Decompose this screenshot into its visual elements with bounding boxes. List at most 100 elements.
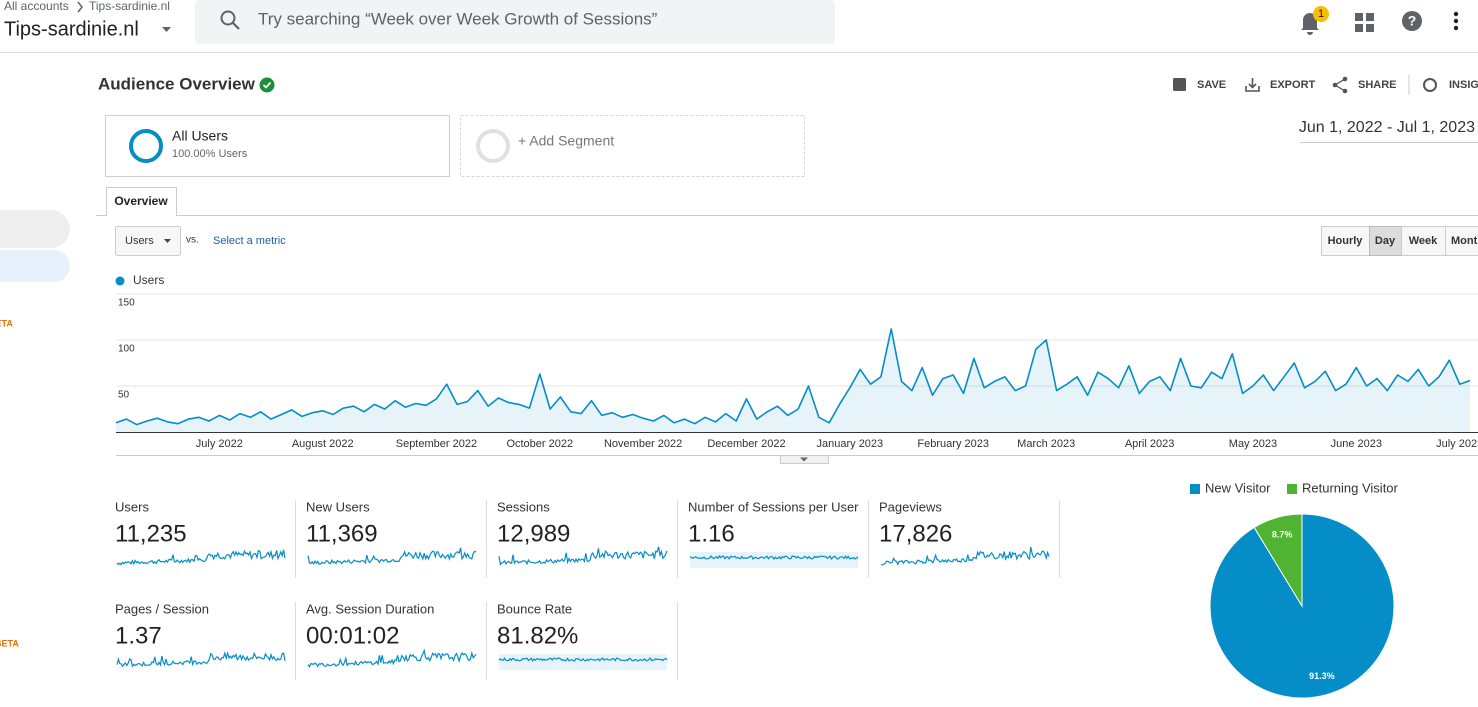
legend-label: Users bbox=[133, 273, 164, 287]
x-tick-label: July 2022 bbox=[196, 438, 243, 450]
segment-name: All Users bbox=[172, 128, 228, 144]
property-dropdown-arrow bbox=[162, 27, 171, 32]
x-tick-label: November 2022 bbox=[604, 438, 682, 450]
date-range[interactable]: Jun 1, 2022 - Jul 1, 2023 bbox=[1299, 119, 1475, 136]
sparkline bbox=[880, 546, 1050, 566]
export-icon[interactable] bbox=[1245, 78, 1260, 92]
share-icon[interactable] bbox=[1332, 76, 1348, 94]
x-tick-label: February 2023 bbox=[917, 438, 989, 450]
add-segment: + Add Segment bbox=[518, 133, 614, 149]
search-icon bbox=[220, 10, 236, 26]
metric-value: 12,989 bbox=[497, 520, 570, 547]
share-button[interactable]: SHARE bbox=[1358, 79, 1397, 91]
sidebar-item[interactable] bbox=[0, 250, 70, 282]
y-tick-label: 50 bbox=[118, 390, 130, 401]
breadcrumb[interactable]: All accounts bbox=[4, 0, 69, 13]
metric-label: Sessions bbox=[497, 499, 550, 514]
legend-swatch bbox=[115, 276, 125, 286]
metric-label: Pageviews bbox=[879, 499, 942, 514]
sparkline bbox=[116, 650, 286, 668]
metric-value: 17,826 bbox=[879, 520, 952, 547]
x-tick-label: December 2022 bbox=[707, 438, 785, 450]
granularity-label: Day bbox=[1375, 235, 1396, 247]
metric-dropdown[interactable] bbox=[115, 226, 181, 256]
metric-label: Avg. Session Duration bbox=[306, 601, 434, 616]
tab-gap bbox=[107, 210, 176, 217]
segment-detail: 100.00% Users bbox=[172, 148, 248, 160]
select-metric-link[interactable]: Select a metric bbox=[213, 235, 286, 247]
sparkline bbox=[116, 549, 286, 566]
sidebar-item[interactable] bbox=[0, 210, 70, 248]
metric-label: New Users bbox=[306, 499, 370, 514]
pie-value-label: 8.7% bbox=[1272, 530, 1293, 540]
granularity-label: Week bbox=[1409, 235, 1438, 247]
sparkline bbox=[689, 554, 859, 561]
pie-value-label: 91.3% bbox=[1309, 671, 1335, 681]
x-tick-label: September 2022 bbox=[396, 438, 477, 450]
granularity-button-active[interactable] bbox=[1369, 226, 1402, 256]
pie-chart: 91.3% 8.7% New Visitor Returning Visitor bbox=[1190, 480, 1399, 699]
report-title: Audience Overview bbox=[98, 74, 256, 93]
tab-frame bbox=[106, 187, 177, 216]
beta-badge: BETA bbox=[0, 638, 19, 648]
granularity-button[interactable] bbox=[1445, 226, 1478, 256]
metric-value: 1.37 bbox=[115, 622, 162, 649]
metric-label: Pages / Session bbox=[115, 601, 209, 616]
breadcrumb-chevron bbox=[77, 1, 83, 13]
sparkline bbox=[498, 546, 668, 566]
x-tick-label: May 2023 bbox=[1229, 438, 1277, 450]
beta-badge: BETA bbox=[0, 318, 13, 328]
metric-value: 1.16 bbox=[688, 520, 735, 547]
vs-label: vs. bbox=[186, 235, 199, 246]
y-tick-label: 150 bbox=[118, 298, 135, 309]
help-icon-glyph: ? bbox=[1408, 13, 1417, 29]
granularity-label: Hourly bbox=[1328, 235, 1364, 247]
insights-icon[interactable] bbox=[1423, 78, 1437, 92]
more-menu-icon[interactable] bbox=[1453, 11, 1459, 31]
help-icon[interactable] bbox=[1402, 11, 1422, 31]
segment-card[interactable] bbox=[105, 115, 450, 177]
metric-value: 11,369 bbox=[306, 520, 378, 547]
segment-ring bbox=[129, 129, 163, 163]
x-tick-label: January 2023 bbox=[817, 438, 884, 450]
search-placeholder: Try searching “Week over Week Growth of … bbox=[258, 9, 658, 28]
granularity-label: Month bbox=[1451, 235, 1478, 247]
pie-legend-label: New Visitor bbox=[1205, 480, 1271, 495]
sparkline bbox=[307, 547, 477, 566]
add-segment-card[interactable] bbox=[460, 115, 805, 177]
x-tick-label: March 2023 bbox=[1017, 438, 1075, 450]
x-tick-label: October 2022 bbox=[506, 438, 573, 450]
metric-dropdown-label: Users bbox=[125, 235, 154, 247]
x-tick-label: July 2023 bbox=[1436, 438, 1478, 450]
metric-dropdown-arrow bbox=[164, 239, 171, 243]
save-icon[interactable] bbox=[1173, 78, 1186, 91]
granularity-button[interactable] bbox=[1321, 226, 1370, 256]
metric-cards: Users 11,235 New Users 11,369 Sessions 12,989… bbox=[115, 499, 1060, 680]
property-selector[interactable]: Tips-sardinie.nl bbox=[4, 18, 139, 40]
x-tick-label: August 2022 bbox=[292, 438, 354, 450]
metric-label: Users bbox=[115, 499, 149, 514]
metric-label: Bounce Rate bbox=[497, 601, 572, 616]
export-button[interactable]: EXPORT bbox=[1270, 79, 1316, 91]
line-chart: 50 100 150 Users July 2022 August 2022 Septemb… bbox=[115, 273, 1478, 450]
segment-ring-empty bbox=[476, 129, 510, 163]
metric-value: 81.82% bbox=[497, 622, 578, 649]
apps-icon[interactable] bbox=[1355, 13, 1374, 32]
save-button[interactable]: SAVE bbox=[1197, 79, 1226, 91]
pie-legend-label: Returning Visitor bbox=[1302, 480, 1399, 495]
sparkline bbox=[498, 657, 668, 662]
pie-legend-swatch bbox=[1287, 484, 1297, 494]
pie-slice bbox=[1253, 513, 1303, 608]
y-tick-label: 100 bbox=[118, 344, 135, 355]
x-tick-label: June 2023 bbox=[1331, 438, 1382, 450]
breadcrumb-property[interactable]: Tips-sardinie.nl bbox=[89, 0, 170, 13]
overview-tab[interactable]: Overview bbox=[114, 194, 168, 208]
insights-button[interactable]: INSIGHTS bbox=[1449, 79, 1478, 91]
series-line bbox=[115, 328, 1471, 426]
metric-label: Number of Sessions per User bbox=[688, 499, 859, 514]
search-box[interactable] bbox=[195, 0, 835, 44]
metric-value: 00:01:02 bbox=[306, 622, 399, 649]
pie-legend-swatch bbox=[1190, 484, 1200, 494]
notification-count: 1 bbox=[1318, 8, 1324, 20]
